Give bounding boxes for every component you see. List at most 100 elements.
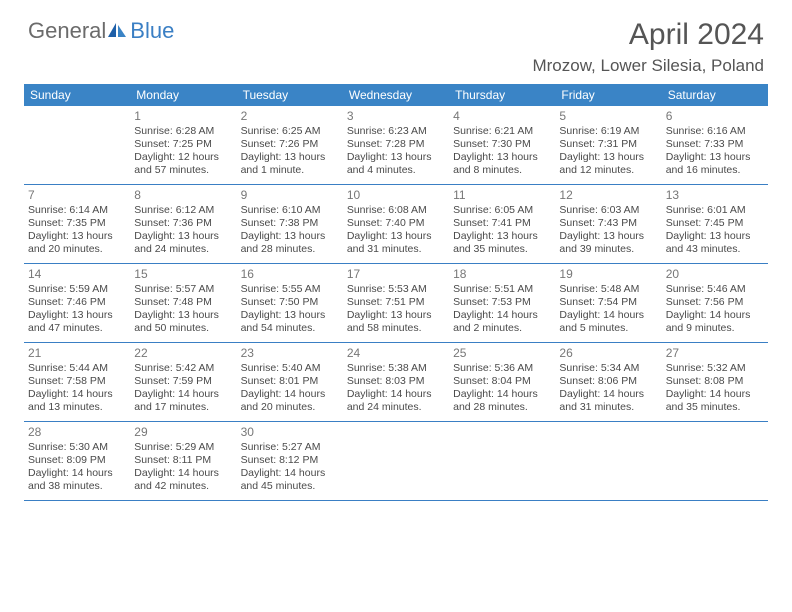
daylight-text: and 12 minutes. [559, 164, 657, 177]
sunset-text: Sunset: 7:35 PM [28, 217, 126, 230]
day-number: 24 [347, 346, 445, 361]
daylight-text: Daylight: 13 hours [453, 230, 551, 243]
daylight-text: Daylight: 13 hours [347, 151, 445, 164]
sunrise-text: Sunrise: 5:48 AM [559, 283, 657, 296]
daylight-text: Daylight: 14 hours [453, 388, 551, 401]
sunset-text: Sunset: 7:45 PM [666, 217, 764, 230]
day-cell: 30Sunrise: 5:27 AMSunset: 8:12 PMDayligh… [237, 422, 343, 500]
day-number: 15 [134, 267, 232, 282]
daylight-text: and 47 minutes. [28, 322, 126, 335]
day-cell: 10Sunrise: 6:08 AMSunset: 7:40 PMDayligh… [343, 185, 449, 263]
day-cell: 3Sunrise: 6:23 AMSunset: 7:28 PMDaylight… [343, 106, 449, 184]
sunrise-text: Sunrise: 6:12 AM [134, 204, 232, 217]
sunset-text: Sunset: 8:03 PM [347, 375, 445, 388]
daylight-text: and 42 minutes. [134, 480, 232, 493]
daylight-text: Daylight: 13 hours [666, 230, 764, 243]
daylight-text: Daylight: 13 hours [241, 230, 339, 243]
daylight-text: Daylight: 13 hours [453, 151, 551, 164]
daylight-text: Daylight: 13 hours [559, 230, 657, 243]
daylight-text: Daylight: 14 hours [453, 309, 551, 322]
day-number: 4 [453, 109, 551, 124]
day-number: 20 [666, 267, 764, 282]
sunset-text: Sunset: 7:59 PM [134, 375, 232, 388]
sunrise-text: Sunrise: 6:25 AM [241, 125, 339, 138]
day-cell: 4Sunrise: 6:21 AMSunset: 7:30 PMDaylight… [449, 106, 555, 184]
sunset-text: Sunset: 7:54 PM [559, 296, 657, 309]
day-number: 27 [666, 346, 764, 361]
day-number: 16 [241, 267, 339, 282]
daylight-text: and 5 minutes. [559, 322, 657, 335]
empty-cell [662, 422, 768, 500]
sunrise-text: Sunrise: 5:30 AM [28, 441, 126, 454]
daylight-text: and 57 minutes. [134, 164, 232, 177]
week-row: 28Sunrise: 5:30 AMSunset: 8:09 PMDayligh… [24, 422, 768, 501]
empty-cell [343, 422, 449, 500]
daylight-text: Daylight: 13 hours [241, 309, 339, 322]
sunset-text: Sunset: 7:30 PM [453, 138, 551, 151]
day-cell: 8Sunrise: 6:12 AMSunset: 7:36 PMDaylight… [130, 185, 236, 263]
sunrise-text: Sunrise: 5:51 AM [453, 283, 551, 296]
day-cell: 24Sunrise: 5:38 AMSunset: 8:03 PMDayligh… [343, 343, 449, 421]
day-number: 9 [241, 188, 339, 203]
daylight-text: and 24 minutes. [347, 401, 445, 414]
sunset-text: Sunset: 8:01 PM [241, 375, 339, 388]
day-number: 2 [241, 109, 339, 124]
sunrise-text: Sunrise: 5:36 AM [453, 362, 551, 375]
day-header-row: SundayMondayTuesdayWednesdayThursdayFrid… [24, 84, 768, 106]
day-header: Sunday [24, 84, 130, 106]
day-cell: 29Sunrise: 5:29 AMSunset: 8:11 PMDayligh… [130, 422, 236, 500]
sunset-text: Sunset: 7:53 PM [453, 296, 551, 309]
daylight-text: and 28 minutes. [453, 401, 551, 414]
daylight-text: Daylight: 14 hours [241, 388, 339, 401]
daylight-text: and 20 minutes. [241, 401, 339, 414]
daylight-text: Daylight: 13 hours [28, 230, 126, 243]
daylight-text: Daylight: 14 hours [666, 309, 764, 322]
sunset-text: Sunset: 8:04 PM [453, 375, 551, 388]
day-cell: 28Sunrise: 5:30 AMSunset: 8:09 PMDayligh… [24, 422, 130, 500]
day-cell: 13Sunrise: 6:01 AMSunset: 7:45 PMDayligh… [662, 185, 768, 263]
day-cell: 21Sunrise: 5:44 AMSunset: 7:58 PMDayligh… [24, 343, 130, 421]
day-number: 29 [134, 425, 232, 440]
day-cell: 7Sunrise: 6:14 AMSunset: 7:35 PMDaylight… [24, 185, 130, 263]
sunrise-text: Sunrise: 5:55 AM [241, 283, 339, 296]
sunrise-text: Sunrise: 5:57 AM [134, 283, 232, 296]
logo-text-blue: Blue [130, 18, 174, 44]
day-cell: 23Sunrise: 5:40 AMSunset: 8:01 PMDayligh… [237, 343, 343, 421]
daylight-text: and 13 minutes. [28, 401, 126, 414]
day-cell: 27Sunrise: 5:32 AMSunset: 8:08 PMDayligh… [662, 343, 768, 421]
week-row: 21Sunrise: 5:44 AMSunset: 7:58 PMDayligh… [24, 343, 768, 422]
daylight-text: Daylight: 14 hours [28, 467, 126, 480]
sunset-text: Sunset: 7:51 PM [347, 296, 445, 309]
daylight-text: Daylight: 13 hours [559, 151, 657, 164]
month-title: April 2024 [532, 18, 764, 52]
daylight-text: and 2 minutes. [453, 322, 551, 335]
daylight-text: and 45 minutes. [241, 480, 339, 493]
day-header: Thursday [449, 84, 555, 106]
sunrise-text: Sunrise: 5:27 AM [241, 441, 339, 454]
sunrise-text: Sunrise: 6:19 AM [559, 125, 657, 138]
sunset-text: Sunset: 8:11 PM [134, 454, 232, 467]
daylight-text: Daylight: 12 hours [134, 151, 232, 164]
day-number: 17 [347, 267, 445, 282]
day-cell: 17Sunrise: 5:53 AMSunset: 7:51 PMDayligh… [343, 264, 449, 342]
sunset-text: Sunset: 7:46 PM [28, 296, 126, 309]
day-header: Friday [555, 84, 661, 106]
day-cell: 19Sunrise: 5:48 AMSunset: 7:54 PMDayligh… [555, 264, 661, 342]
sunset-text: Sunset: 7:50 PM [241, 296, 339, 309]
daylight-text: and 50 minutes. [134, 322, 232, 335]
day-number: 13 [666, 188, 764, 203]
sunset-text: Sunset: 7:31 PM [559, 138, 657, 151]
sunrise-text: Sunrise: 5:42 AM [134, 362, 232, 375]
day-cell: 11Sunrise: 6:05 AMSunset: 7:41 PMDayligh… [449, 185, 555, 263]
day-cell: 15Sunrise: 5:57 AMSunset: 7:48 PMDayligh… [130, 264, 236, 342]
page-header: General Blue April 2024 Mrozow, Lower Si… [0, 0, 792, 84]
sunset-text: Sunset: 7:40 PM [347, 217, 445, 230]
day-number: 6 [666, 109, 764, 124]
day-number: 3 [347, 109, 445, 124]
daylight-text: and 58 minutes. [347, 322, 445, 335]
day-cell: 6Sunrise: 6:16 AMSunset: 7:33 PMDaylight… [662, 106, 768, 184]
sunrise-text: Sunrise: 6:10 AM [241, 204, 339, 217]
day-cell: 25Sunrise: 5:36 AMSunset: 8:04 PMDayligh… [449, 343, 555, 421]
daylight-text: and 31 minutes. [347, 243, 445, 256]
daylight-text: and 54 minutes. [241, 322, 339, 335]
